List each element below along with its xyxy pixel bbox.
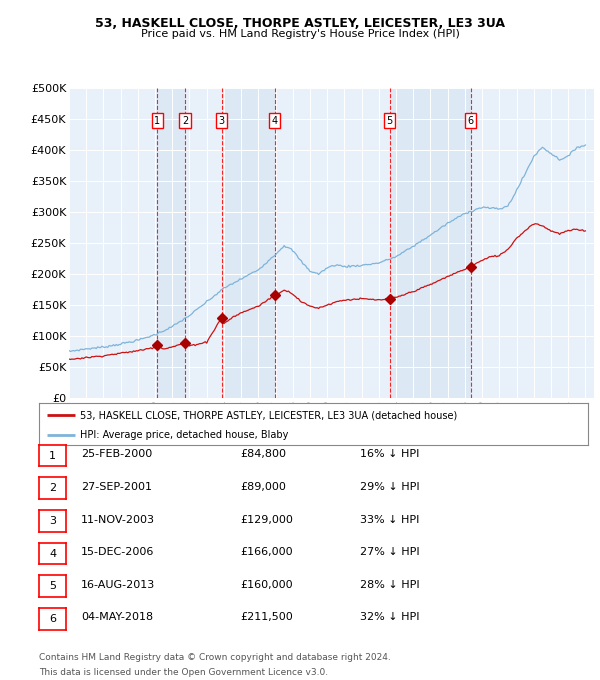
Text: 5: 5 <box>386 116 392 126</box>
Text: 1: 1 <box>49 451 56 460</box>
Text: 3: 3 <box>49 516 56 526</box>
Text: 53, HASKELL CLOSE, THORPE ASTLEY, LEICESTER, LE3 3UA (detached house): 53, HASKELL CLOSE, THORPE ASTLEY, LEICES… <box>80 410 457 420</box>
Text: £166,000: £166,000 <box>240 547 293 557</box>
Text: 27% ↓ HPI: 27% ↓ HPI <box>360 547 419 557</box>
Text: 2: 2 <box>49 483 56 493</box>
Text: 3: 3 <box>218 116 224 126</box>
Text: 11-NOV-2003: 11-NOV-2003 <box>81 515 155 524</box>
Text: 25-FEB-2000: 25-FEB-2000 <box>81 449 152 459</box>
Text: Price paid vs. HM Land Registry's House Price Index (HPI): Price paid vs. HM Land Registry's House … <box>140 29 460 39</box>
Text: This data is licensed under the Open Government Licence v3.0.: This data is licensed under the Open Gov… <box>39 668 328 677</box>
Text: 6: 6 <box>49 614 56 624</box>
Text: £129,000: £129,000 <box>240 515 293 524</box>
Bar <box>389 88 471 398</box>
Text: 53, HASKELL CLOSE, THORPE ASTLEY, LEICESTER, LE3 3UA: 53, HASKELL CLOSE, THORPE ASTLEY, LEICES… <box>95 17 505 30</box>
Bar <box>221 88 275 398</box>
Text: 33% ↓ HPI: 33% ↓ HPI <box>360 515 419 524</box>
Text: £84,800: £84,800 <box>240 449 286 459</box>
Text: 4: 4 <box>272 116 278 126</box>
Text: 28% ↓ HPI: 28% ↓ HPI <box>360 580 419 590</box>
Text: 15-DEC-2006: 15-DEC-2006 <box>81 547 154 557</box>
Text: 27-SEP-2001: 27-SEP-2001 <box>81 482 152 492</box>
Bar <box>185 88 221 398</box>
Text: 32% ↓ HPI: 32% ↓ HPI <box>360 613 419 622</box>
Bar <box>69 88 157 398</box>
Text: HPI: Average price, detached house, Blaby: HPI: Average price, detached house, Blab… <box>80 430 289 440</box>
Text: 2: 2 <box>182 116 188 126</box>
Text: 1: 1 <box>154 116 160 126</box>
Text: £211,500: £211,500 <box>240 613 293 622</box>
Text: Contains HM Land Registry data © Crown copyright and database right 2024.: Contains HM Land Registry data © Crown c… <box>39 653 391 662</box>
Text: 16% ↓ HPI: 16% ↓ HPI <box>360 449 419 459</box>
Text: £160,000: £160,000 <box>240 580 293 590</box>
Text: 5: 5 <box>49 581 56 591</box>
Bar <box>275 88 389 398</box>
Bar <box>471 88 594 398</box>
Text: 16-AUG-2013: 16-AUG-2013 <box>81 580 155 590</box>
Text: 6: 6 <box>467 116 474 126</box>
Text: 29% ↓ HPI: 29% ↓ HPI <box>360 482 419 492</box>
Bar <box>157 88 185 398</box>
Text: 4: 4 <box>49 549 56 558</box>
Text: 04-MAY-2018: 04-MAY-2018 <box>81 613 153 622</box>
Text: £89,000: £89,000 <box>240 482 286 492</box>
